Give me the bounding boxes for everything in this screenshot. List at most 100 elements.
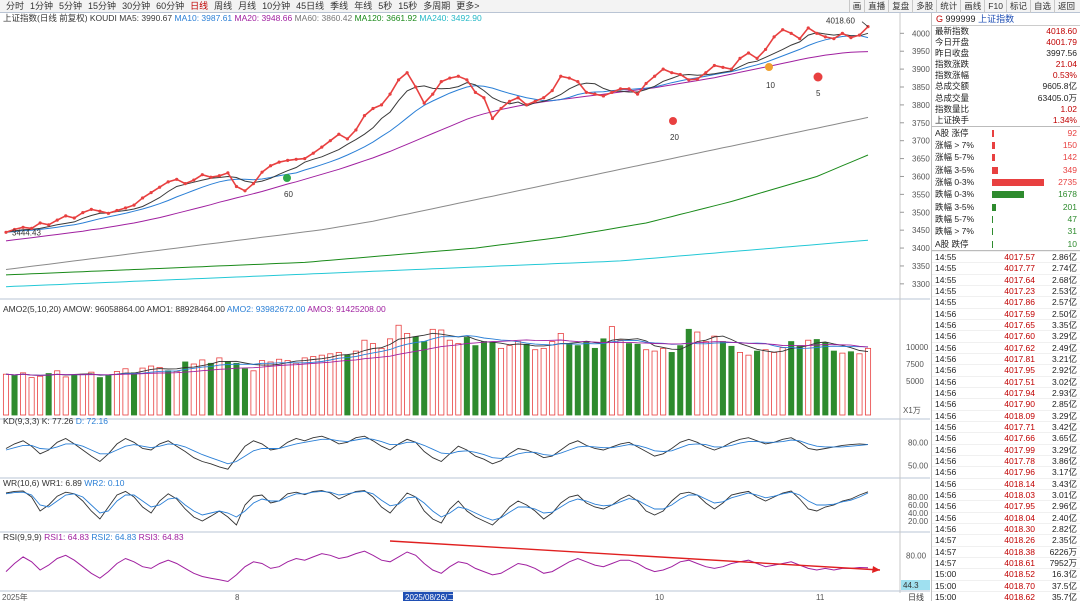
tick-row[interactable]: 14:55 4017.64 2.68亿 xyxy=(932,273,1080,285)
price-point xyxy=(320,145,324,149)
chart-canvas[interactable]: 4000 3950 3900 3850 3800 3750 3700 3650 3600 3550… xyxy=(0,13,930,601)
tick-row[interactable]: 14:57 4018.38 6226万 xyxy=(932,545,1080,557)
price-point xyxy=(627,87,631,91)
period-tab[interactable]: 更多> xyxy=(456,1,480,11)
period-tab[interactable]: 季线 xyxy=(330,1,349,11)
price-point xyxy=(499,106,503,111)
tick-price: 4018.04 xyxy=(1004,512,1035,523)
tick-row[interactable]: 14:55 4017.86 2.57亿 xyxy=(932,296,1080,307)
tick-row[interactable]: 14:56 4017.59 2.50亿 xyxy=(932,307,1080,319)
tick-list[interactable]: 14:55 4017.57 2.86亿 14:55 4017.77 2.74亿 14:55 4… xyxy=(932,250,1080,603)
tick-row[interactable]: 14:56 4017.99 3.29亿 xyxy=(932,443,1080,455)
period-tab[interactable]: 5秒 xyxy=(378,1,393,11)
tick-row[interactable]: 14:56 4017.94 2.93亿 xyxy=(932,386,1080,398)
tick-row[interactable]: 14:56 4017.95 2.96亿 xyxy=(932,500,1080,511)
period-tab[interactable]: 15分钟 xyxy=(88,1,117,11)
price-point xyxy=(789,31,793,35)
quote-key: 今日开盘 xyxy=(935,37,970,48)
volume-bar xyxy=(37,375,44,416)
breadth-label: 跌幅 > 7% xyxy=(935,226,974,237)
period-tab[interactable]: 30分钟 xyxy=(122,1,151,11)
period-toolbar: 分时 1分钟 5分钟 15分钟 30分钟 60分钟 日线 周线 月线 10分钟 45日线 季线 年线 5秒… xyxy=(0,0,1080,13)
tick-price: 4017.95 xyxy=(1004,365,1035,376)
tool-button[interactable]: 多股 xyxy=(912,0,936,13)
volume-bar xyxy=(762,349,769,416)
period-tab[interactable]: 1分钟 xyxy=(30,1,54,11)
tick-price: 4017.95 xyxy=(1004,501,1035,512)
amo-ma-line xyxy=(5,335,869,376)
tool-button[interactable]: F10 xyxy=(984,0,1006,13)
tick-row[interactable]: 14:56 4017.71 3.42亿 xyxy=(932,420,1080,432)
tick-row[interactable]: 14:56 4017.95 2.92亿 xyxy=(932,364,1080,375)
tick-row[interactable]: 14:55 4017.23 2.53亿 xyxy=(932,284,1080,296)
price-tick-label: 3700 xyxy=(912,137,930,146)
tick-row[interactable]: 14:56 4017.90 2.85亿 xyxy=(932,398,1080,409)
wr2-label: WR2: 0.10 xyxy=(84,478,125,488)
breadth-label: A股 涨停 xyxy=(935,127,969,138)
tool-button[interactable]: 复盘 xyxy=(888,0,912,13)
tick-row[interactable]: 14:56 4018.09 3.29亿 xyxy=(932,409,1080,421)
period-tab[interactable]: 日线 xyxy=(190,1,209,11)
tool-button[interactable]: 自选 xyxy=(1029,0,1054,13)
period-tab[interactable]: 15秒 xyxy=(398,1,418,11)
tick-price: 4017.78 xyxy=(1004,456,1035,466)
period-tab[interactable]: 45日线 xyxy=(296,1,325,11)
tick-row[interactable]: 15:00 4018.62 35.7亿 xyxy=(932,591,1080,602)
breadth-row: 跌幅 0-3% 1678 xyxy=(932,188,1080,200)
stock-header[interactable]: G 999999 上证指数 xyxy=(932,13,1080,26)
tick-row[interactable]: 14:56 4017.66 3.65亿 xyxy=(932,432,1080,443)
tool-button[interactable]: 返回 xyxy=(1053,0,1078,13)
tick-row[interactable]: 14:56 4017.60 3.29亿 xyxy=(932,330,1080,341)
tick-row[interactable]: 14:57 4018.61 7952万 xyxy=(932,557,1080,568)
price-point xyxy=(473,90,478,94)
tick-amount: 3.43亿 xyxy=(1051,478,1077,489)
tick-row[interactable]: 14:56 4017.62 2.49亿 xyxy=(932,341,1080,353)
tick-amount: 2.49亿 xyxy=(1051,342,1077,353)
period-tab[interactable]: 周线 xyxy=(214,1,233,11)
tick-row[interactable]: 15:00 4018.52 16.3亿 xyxy=(932,568,1080,579)
volume-bar xyxy=(122,368,129,416)
price-point xyxy=(209,175,213,179)
tick-time: 14:56 xyxy=(935,376,957,387)
period-tab[interactable]: 月线 xyxy=(238,1,257,11)
period-tab[interactable]: 分时 xyxy=(6,1,25,11)
tool-button[interactable]: 标记 xyxy=(1005,0,1030,13)
period-tab[interactable]: 10分钟 xyxy=(262,1,291,11)
tick-row[interactable]: 14:56 4017.65 3.35亿 xyxy=(932,318,1080,330)
volume-bar xyxy=(532,349,539,416)
tick-amount: 3.17亿 xyxy=(1051,467,1077,478)
tick-row[interactable]: 14:56 4017.81 3.21亿 xyxy=(932,352,1080,364)
tool-button[interactable]: 画线 xyxy=(960,0,984,13)
amo-ma-line xyxy=(5,339,869,376)
period-tab[interactable]: 5分钟 xyxy=(59,1,83,11)
period-tab[interactable]: 60分钟 xyxy=(156,1,185,11)
volume-bar xyxy=(130,372,138,416)
period-tab[interactable]: 年线 xyxy=(354,1,373,11)
tool-button[interactable]: 画 xyxy=(848,0,865,13)
tool-button[interactable]: 直播 xyxy=(864,0,888,13)
signal-5-marker xyxy=(813,72,823,82)
volume-bar xyxy=(822,342,829,416)
tick-row[interactable]: 14:56 4017.51 3.02亿 xyxy=(932,375,1080,387)
volume-bar xyxy=(813,339,820,416)
tick-row[interactable]: 14:57 4018.26 2.35亿 xyxy=(932,534,1080,545)
kd-legend: KD(9,3,3) K: 77.26 D: 72.16 xyxy=(3,416,108,427)
tick-row[interactable]: 14:56 4017.78 3.86亿 xyxy=(932,455,1080,466)
tool-button[interactable]: 统计 xyxy=(936,0,960,13)
wr-tick-label: 20.00 xyxy=(908,517,929,526)
tick-amount: 2.96亿 xyxy=(1051,501,1077,512)
price-point xyxy=(422,101,426,105)
chart-area[interactable]: 4000 3950 3900 3850 3800 3750 3700 3650 3600 3550… xyxy=(0,13,930,601)
tick-row[interactable]: 14:56 4017.96 3.17亿 xyxy=(932,466,1080,477)
tick-row[interactable]: 14:56 4018.03 3.01亿 xyxy=(932,489,1080,500)
tick-row[interactable]: 14:56 4018.30 2.82亿 xyxy=(932,523,1080,534)
tick-row[interactable]: 14:55 4017.77 2.74亿 xyxy=(932,262,1080,273)
tick-row[interactable]: 14:56 4018.14 3.43亿 xyxy=(932,477,1080,489)
tick-row[interactable]: 15:00 4018.70 37.5亿 xyxy=(932,579,1080,591)
tick-row[interactable]: 14:55 4017.57 2.86亿 xyxy=(932,250,1080,262)
period-tab[interactable]: 多周期 xyxy=(423,1,451,11)
price-point xyxy=(678,72,682,77)
tick-time: 15:00 xyxy=(935,580,957,591)
tick-row[interactable]: 14:56 4018.04 2.40亿 xyxy=(932,511,1080,523)
tick-time: 14:56 xyxy=(935,444,957,455)
